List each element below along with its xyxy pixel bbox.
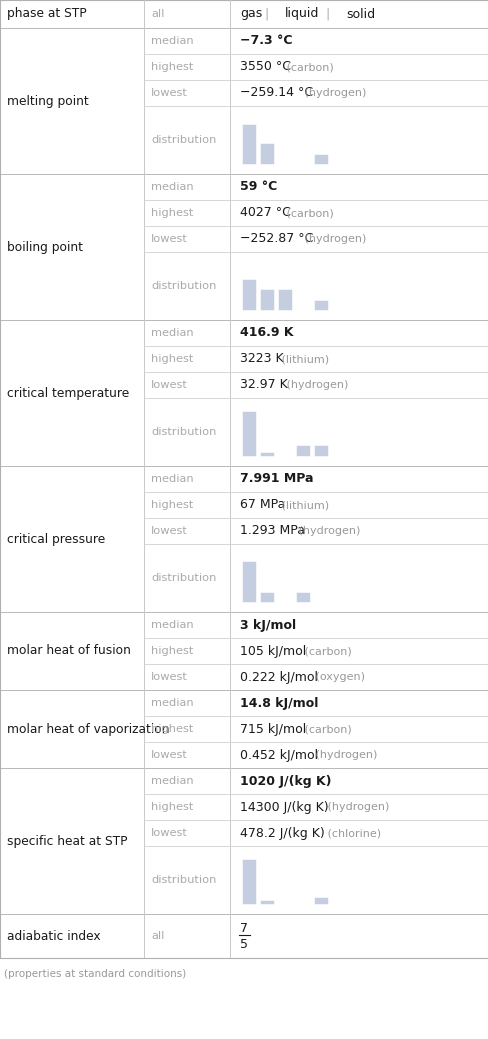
Text: lowest: lowest	[151, 88, 188, 98]
Text: 416.9 K: 416.9 K	[239, 326, 293, 340]
Text: 14.8 kJ/mol: 14.8 kJ/mol	[239, 696, 318, 710]
Text: −259.14 °C: −259.14 °C	[239, 86, 312, 100]
Text: solid: solid	[346, 7, 375, 21]
Bar	[259, 592, 273, 602]
Text: 1020 J/(kg K): 1020 J/(kg K)	[239, 774, 331, 788]
Text: (hydrogen): (hydrogen)	[300, 88, 366, 98]
Text: 7: 7	[239, 922, 247, 934]
Text: molar heat of fusion: molar heat of fusion	[7, 644, 131, 658]
Text: highest: highest	[151, 354, 193, 364]
Text: 3223 K: 3223 K	[239, 352, 283, 366]
Text: adiabatic index: adiabatic index	[7, 930, 101, 942]
Text: (hydrogen): (hydrogen)	[300, 234, 366, 244]
Text: 14300 J/(kg K): 14300 J/(kg K)	[239, 800, 328, 814]
Text: 7.991 MPa: 7.991 MPa	[239, 473, 313, 485]
Text: lowest: lowest	[151, 672, 188, 682]
Bar	[295, 445, 309, 456]
Bar	[259, 900, 273, 904]
Text: boiling point: boiling point	[7, 240, 83, 254]
Text: |: |	[318, 7, 338, 21]
Bar	[295, 592, 309, 602]
Text: highest: highest	[151, 208, 193, 218]
Text: liquid: liquid	[284, 7, 318, 21]
Text: (hydrogen): (hydrogen)	[283, 380, 348, 390]
Text: distribution: distribution	[151, 281, 216, 291]
Text: (chlorine): (chlorine)	[324, 828, 380, 838]
Text: 0.452 kJ/mol: 0.452 kJ/mol	[239, 748, 317, 762]
Bar	[313, 300, 327, 310]
Text: −7.3 °C: −7.3 °C	[239, 34, 292, 48]
Text: median: median	[151, 620, 193, 630]
Text: (lithium): (lithium)	[277, 354, 328, 364]
Bar	[242, 279, 255, 310]
Text: |: |	[256, 7, 276, 21]
Text: distribution: distribution	[151, 135, 216, 145]
Text: lowest: lowest	[151, 380, 188, 390]
Text: molar heat of vaporization: molar heat of vaporization	[7, 722, 169, 736]
Bar	[242, 859, 255, 904]
Text: median: median	[151, 474, 193, 484]
Text: lowest: lowest	[151, 750, 188, 760]
Text: highest: highest	[151, 802, 193, 812]
Text: 3 kJ/mol: 3 kJ/mol	[239, 618, 295, 632]
Text: (carbon): (carbon)	[283, 62, 333, 72]
Text: 5: 5	[239, 937, 247, 951]
Text: all: all	[151, 931, 164, 941]
Text: specific heat at STP: specific heat at STP	[7, 834, 127, 848]
Text: 0.222 kJ/mol: 0.222 kJ/mol	[239, 670, 317, 684]
Text: 59 °C: 59 °C	[239, 181, 277, 193]
Text: melting point: melting point	[7, 95, 88, 107]
Bar	[313, 445, 327, 456]
Bar	[277, 289, 291, 310]
Text: (lithium): (lithium)	[277, 500, 328, 510]
Text: lowest: lowest	[151, 828, 188, 838]
Text: median: median	[151, 182, 193, 192]
Text: lowest: lowest	[151, 526, 188, 536]
Text: (hydrogen): (hydrogen)	[324, 802, 388, 812]
Text: (carbon): (carbon)	[283, 208, 333, 218]
Text: highest: highest	[151, 62, 193, 72]
Text: (carbon): (carbon)	[300, 724, 351, 734]
Text: distribution: distribution	[151, 572, 216, 583]
Text: 478.2 J/(kg K): 478.2 J/(kg K)	[239, 826, 324, 840]
Text: (oxygen): (oxygen)	[312, 672, 365, 682]
Bar	[259, 289, 273, 310]
Bar	[242, 411, 255, 456]
Text: 32.97 K: 32.97 K	[239, 378, 287, 392]
Text: critical temperature: critical temperature	[7, 387, 129, 400]
Text: (hydrogen): (hydrogen)	[294, 526, 360, 536]
Text: (properties at standard conditions): (properties at standard conditions)	[4, 969, 186, 979]
Text: (hydrogen): (hydrogen)	[312, 750, 377, 760]
Text: (carbon): (carbon)	[300, 646, 351, 656]
Text: highest: highest	[151, 646, 193, 656]
Text: distribution: distribution	[151, 875, 216, 885]
Text: 1.293 MPa: 1.293 MPa	[239, 525, 304, 537]
Text: median: median	[151, 698, 193, 708]
Text: 105 kJ/mol: 105 kJ/mol	[239, 644, 305, 658]
Text: critical pressure: critical pressure	[7, 533, 105, 545]
Text: 715 kJ/mol: 715 kJ/mol	[239, 722, 305, 736]
Text: median: median	[151, 776, 193, 785]
Bar	[313, 897, 327, 904]
Text: 67 MPa: 67 MPa	[239, 499, 285, 511]
Text: distribution: distribution	[151, 427, 216, 437]
Text: median: median	[151, 328, 193, 338]
Text: gas: gas	[239, 7, 262, 21]
Bar	[242, 561, 255, 602]
Bar	[242, 124, 255, 164]
Bar	[259, 452, 273, 456]
Bar	[259, 143, 273, 164]
Text: all: all	[151, 9, 164, 19]
Text: median: median	[151, 36, 193, 46]
Text: 4027 °C: 4027 °C	[239, 207, 290, 219]
Bar	[313, 154, 327, 164]
Text: highest: highest	[151, 500, 193, 510]
Text: −252.87 °C: −252.87 °C	[239, 233, 313, 245]
Text: 3550 °C: 3550 °C	[239, 60, 290, 74]
Text: highest: highest	[151, 724, 193, 734]
Text: lowest: lowest	[151, 234, 188, 244]
Text: phase at STP: phase at STP	[7, 7, 86, 21]
